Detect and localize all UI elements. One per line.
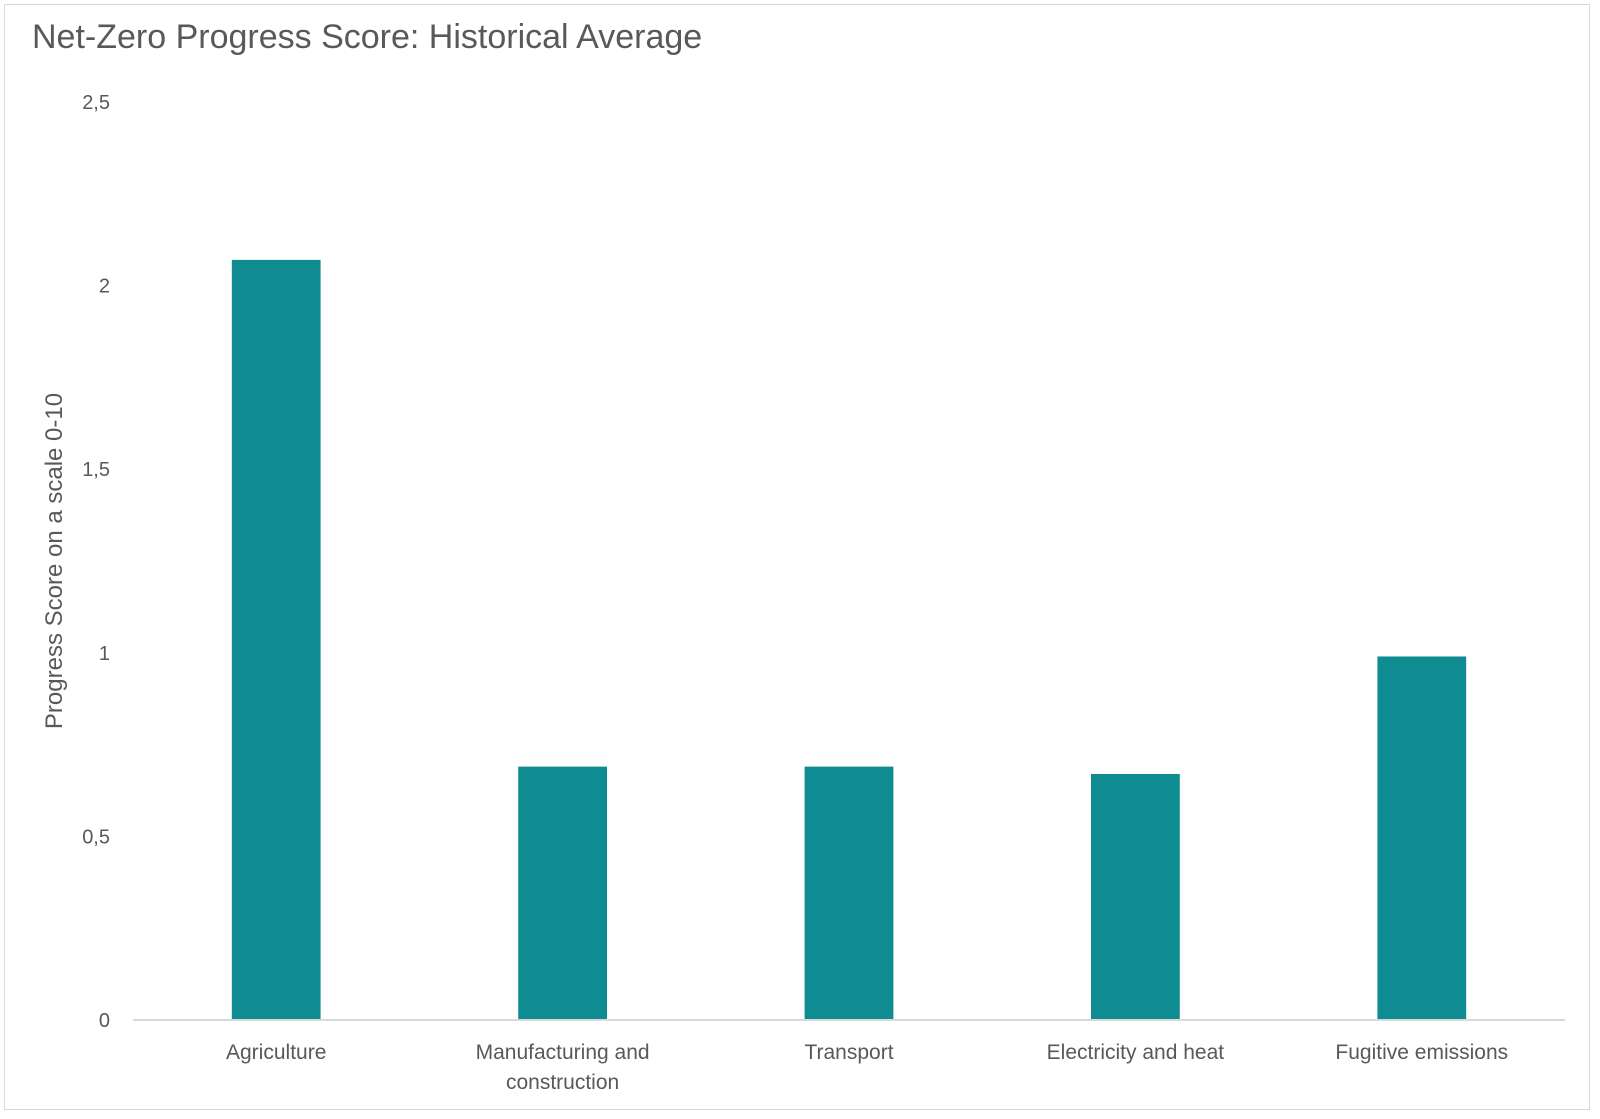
x-axis-labels: Agriculture Manufacturing and construction… bbox=[226, 1041, 1508, 1094]
x-category-label: Agriculture bbox=[226, 1041, 326, 1064]
y-axis-ticks: 0 0,5 1 1,5 2 2,5 bbox=[82, 92, 110, 1032]
x-category-label: Manufacturing and construction bbox=[476, 1041, 650, 1094]
bar bbox=[1377, 656, 1467, 1020]
bar bbox=[1091, 773, 1180, 1020]
bars bbox=[231, 259, 1467, 1020]
x-category-label-line: construction bbox=[506, 1071, 619, 1094]
bar bbox=[518, 766, 607, 1020]
y-tick-label: 2,5 bbox=[82, 92, 110, 114]
x-category-label: Electricity and heat bbox=[1047, 1041, 1225, 1064]
x-category-label-line: Agriculture bbox=[226, 1041, 326, 1064]
x-category-label-line: Fugitive emissions bbox=[1335, 1041, 1508, 1064]
bar bbox=[804, 766, 894, 1020]
y-tick-label: 1,5 bbox=[82, 459, 110, 481]
y-tick-label: 2 bbox=[99, 276, 110, 298]
x-category-label: Transport bbox=[804, 1041, 893, 1064]
y-tick-label: 0,5 bbox=[82, 826, 110, 848]
y-tick-label: 0 bbox=[99, 1010, 110, 1032]
y-axis-title: Progress Score on a scale 0-10 bbox=[41, 393, 68, 729]
bar bbox=[231, 259, 321, 1020]
x-category-label: Fugitive emissions bbox=[1335, 1041, 1508, 1064]
chart-title: Net-Zero Progress Score: Historical Aver… bbox=[32, 18, 703, 56]
y-tick-label: 1 bbox=[99, 643, 110, 665]
x-category-label-line: Transport bbox=[804, 1041, 893, 1064]
x-category-label-line: Electricity and heat bbox=[1047, 1041, 1225, 1064]
x-category-label-line: Manufacturing and bbox=[476, 1041, 650, 1064]
